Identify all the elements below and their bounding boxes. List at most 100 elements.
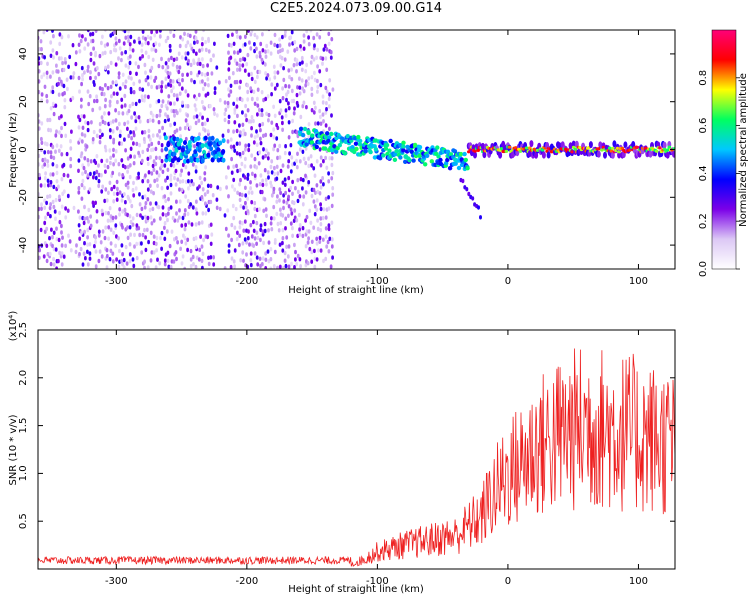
- noise-cell: [265, 182, 268, 187]
- x-tick-label: -100: [366, 276, 389, 287]
- noise-cell: [256, 96, 259, 102]
- noise-cell: [256, 103, 260, 108]
- noise-cell: [154, 41, 158, 46]
- noise-cell: [130, 136, 134, 141]
- noise-cell: [272, 264, 276, 269]
- noise-cell: [67, 34, 70, 39]
- noise-cell: [260, 189, 264, 195]
- noise-cell: [120, 158, 124, 163]
- noise-cell: [194, 264, 198, 269]
- noise-cell: [204, 39, 208, 45]
- noise-cell: [319, 121, 323, 126]
- noise-cell: [238, 233, 242, 238]
- noise-cell: [89, 223, 93, 228]
- noise-cell: [201, 79, 204, 84]
- noise-cell: [103, 111, 106, 116]
- x-tick-label: 0: [505, 576, 511, 587]
- noise-cell: [154, 146, 158, 152]
- noise-cell: [117, 236, 120, 241]
- noise-cell: [111, 251, 115, 256]
- noise-cell: [175, 64, 179, 70]
- noise-cell: [132, 161, 136, 166]
- noise-cell: [292, 111, 296, 116]
- noise-cell: [209, 57, 213, 63]
- noise-cell: [150, 171, 154, 176]
- noise-cell: [52, 111, 56, 117]
- noise-cell: [304, 190, 308, 195]
- noise-cell: [166, 211, 170, 216]
- noise-cell: [268, 77, 272, 82]
- line-halo-cell: [480, 142, 485, 150]
- drift-cell: [463, 157, 468, 163]
- noise-cell: [186, 40, 190, 45]
- noise-cell: [86, 242, 89, 247]
- noise-cell: [158, 113, 162, 118]
- noise-cell: [148, 137, 152, 142]
- noise-cell: [249, 258, 253, 263]
- noise-cell: [236, 50, 240, 55]
- noise-cell: [57, 184, 60, 189]
- noise-cell: [152, 234, 156, 239]
- noise-cell: [116, 99, 119, 105]
- noise-cell: [206, 117, 210, 123]
- noise-cell: [295, 262, 299, 267]
- noise-cell: [193, 40, 196, 45]
- noise-cell: [321, 112, 325, 117]
- noise-cell: [49, 150, 53, 155]
- noise-cell: [167, 100, 170, 105]
- noise-cell: [233, 120, 237, 125]
- noise-cell: [116, 191, 119, 196]
- noise-cell: [55, 226, 58, 231]
- noise-cell: [195, 255, 199, 260]
- noise-cell: [104, 83, 107, 88]
- noise-cell: [111, 259, 115, 264]
- noise-cell: [194, 51, 198, 56]
- noise-cell: [252, 118, 255, 124]
- noise-cell: [253, 135, 257, 140]
- noise-cell: [92, 26, 95, 30]
- noise-cell: [64, 60, 67, 65]
- noise-cell: [307, 35, 310, 40]
- noise-cell: [180, 168, 184, 173]
- noise-cell: [85, 144, 89, 149]
- noise-cell: [238, 197, 242, 203]
- noise-cell: [158, 155, 162, 161]
- noise-cell: [48, 236, 51, 241]
- noise-cell: [123, 103, 127, 108]
- noise-cell: [304, 69, 308, 74]
- noise-cell: [259, 136, 262, 141]
- noise-cell: [67, 64, 70, 70]
- line-halo-cell: [617, 151, 622, 159]
- noise-cell: [287, 204, 291, 209]
- snr-background: [38, 330, 675, 569]
- noise-cell: [235, 237, 239, 242]
- noise-cell: [77, 209, 80, 214]
- noise-cell: [239, 177, 242, 183]
- noise-cell: [285, 244, 288, 249]
- noise-cell: [253, 156, 257, 162]
- noise-cell: [255, 220, 259, 226]
- noise-cell: [200, 99, 204, 105]
- noise-cell: [227, 50, 230, 55]
- noise-cell: [141, 130, 144, 135]
- noise-cell: [88, 94, 92, 99]
- noise-cell: [283, 250, 287, 256]
- noise-cell: [212, 107, 216, 112]
- drift-cell: [332, 144, 337, 149]
- noise-cell: [295, 58, 299, 63]
- noise-cell: [103, 235, 107, 241]
- noise-cell: [233, 187, 237, 192]
- noise-cell: [133, 39, 136, 44]
- noise-cell: [321, 56, 325, 61]
- noise-cell: [112, 184, 116, 190]
- noise-cell: [325, 101, 328, 106]
- noise-cell: [83, 133, 87, 138]
- noise-cell: [259, 173, 263, 178]
- noise-cell: [110, 94, 113, 99]
- noise-cell: [289, 143, 293, 148]
- noise-cell: [173, 101, 176, 106]
- noise-cell: [187, 179, 190, 184]
- noise-cell: [283, 258, 287, 263]
- noise-cell: [180, 55, 184, 60]
- noise-cell: [164, 76, 168, 81]
